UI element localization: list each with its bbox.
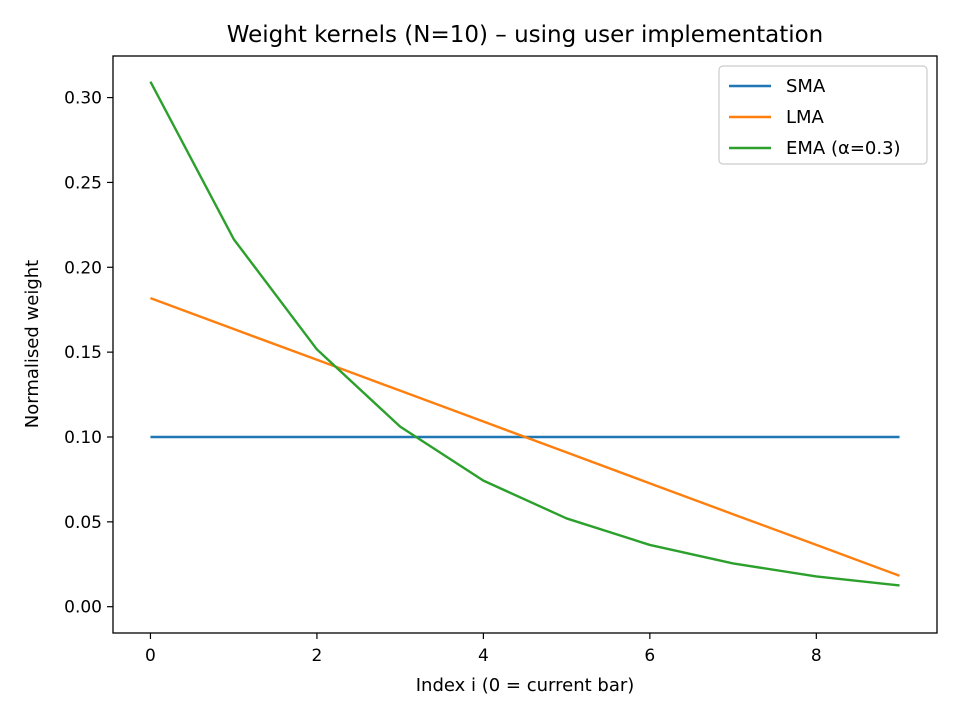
x-axis-label: Index i (0 = current bar): [416, 675, 635, 696]
legend-entry: SMA: [786, 76, 826, 97]
series-line-1: [150, 297, 900, 577]
x-axis: 0 2 4 6 8: [145, 633, 822, 666]
y-axis: 0.00 0.05 0.10 0.15 0.20 0.25 0.30: [64, 89, 113, 618]
legend: SMA LMA EMA (α=0.3): [718, 65, 928, 165]
x-tick-label: 4: [478, 646, 489, 666]
y-tick-label: 0.10: [64, 428, 102, 448]
y-tick-label: 0.05: [64, 513, 102, 533]
series-line-2: [149, 81, 900, 587]
plot-frame: [112, 55, 938, 634]
y-tick-label: 0.00: [64, 598, 102, 618]
legend-entry: LMA: [786, 107, 825, 128]
y-tick-label: 0.25: [64, 173, 102, 193]
x-tick-label: 2: [312, 646, 323, 666]
y-tick-label: 0.30: [64, 89, 102, 109]
y-tick-label: 0.20: [64, 258, 102, 278]
chart-title: Weight kernels (N=10) – using user imple…: [227, 22, 824, 48]
legend-entry: EMA (α=0.3): [786, 138, 901, 159]
y-tick-label: 0.15: [64, 343, 102, 363]
series-lines: [149, 81, 900, 587]
legend-box: [718, 65, 928, 165]
y-axis-label: Normalised weight: [22, 260, 43, 428]
x-tick-label: 8: [811, 646, 822, 666]
x-tick-label: 0: [145, 646, 156, 666]
x-tick-label: 6: [644, 646, 655, 666]
